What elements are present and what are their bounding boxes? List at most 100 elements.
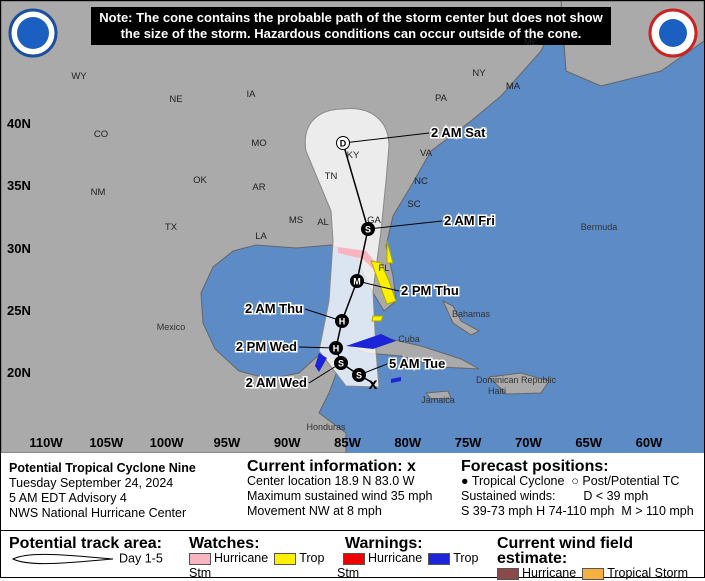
jamaica [425,390,452,400]
tropical-storm-warning [315,334,401,383]
forecast-point [335,314,349,328]
day-label: Day 1-5 [119,551,163,566]
wind-hurricane: Hurricane [522,566,577,580]
region-label: NM [91,187,106,198]
longitude-label: 75W [455,435,482,450]
storm-advisory: 5 AM EDT Advisory 4 [9,491,127,505]
region-label: GA [367,215,381,226]
storm-info: Potential Tropical Cyclone Nine Tuesday … [9,461,239,521]
tropical-storm-watch [370,240,397,322]
longitude-label: 65W [575,435,602,450]
forecast-label: 2 AM Fri [444,213,495,228]
forecast-tropical: Tropical Cyclone [471,474,565,488]
region-label: TX [165,222,178,233]
region-label: AL [317,217,329,228]
region-label: Mexico [157,322,186,332]
watch-trop: Trop Stm [189,551,325,580]
longitude-label: 60W [636,435,663,450]
region-label: SC [407,199,420,210]
note-line: Note: The cone contains the probable pat… [99,10,603,25]
storm-name: Potential Tropical Cyclone Nine [9,461,196,475]
region-label: OK [193,175,207,186]
hurricane-watch [338,247,384,278]
map: Note: The cone contains the probable pat… [1,1,704,453]
region-label: VA [420,148,433,159]
leader-line [356,280,400,292]
region-label: LA [255,231,267,242]
point-letter: D [340,139,347,149]
forecast-point [336,136,350,150]
latitude-label: 20N [7,365,31,380]
forecast-label: 2 AM Wed [246,375,307,390]
longitude-label: 90W [274,435,301,450]
swatch [428,552,451,565]
forecast-heading: Forecast positions: [461,458,609,475]
current-position: x [369,376,378,393]
storm-date: Tuesday September 24, 2024 [9,476,174,490]
region-label: NE [169,94,182,105]
warning-hurricane: Hurricane [368,551,423,565]
forecast-point [352,368,366,382]
forecast-label: 2 AM Sat [431,125,486,140]
region-label: AR [252,182,265,193]
forecast-m: M > 110 mph [621,504,694,518]
region-label: NY [472,68,486,79]
region-label: Cuba [398,334,420,344]
forecast-label: 2 PM Thu [401,283,459,298]
region-label: TN [325,171,338,182]
current-info: Current information: x Center location 1… [247,459,457,519]
swatch [343,552,365,565]
note-line: the size of the storm. Hazardous conditi… [121,26,582,41]
region-label: CO [94,129,108,140]
point-letter: M [353,277,361,287]
cone [304,108,390,388]
region-label: PA [435,93,448,104]
forecast-info: Forecast positions: ● Tropical Cyclone ○… [461,459,701,519]
latitude-label: 30N [7,241,31,256]
region-label: FL [378,263,389,274]
land [1,1,567,453]
track-legend: Potential track area: Day 1-5 [9,536,179,567]
current-line: Center location 18.9 N 83.0 W [247,474,415,488]
note-box [91,7,611,45]
forecast-d: D < 39 mph [583,489,649,503]
region-label: Bermuda [581,222,618,232]
point-letter: S [356,371,362,381]
region-label: Bahamas [452,309,491,319]
hispaniola [487,372,550,395]
region-label: MS [289,215,303,226]
region-label: Jamaica [421,395,455,405]
latitude-label: 25N [7,303,31,318]
longitude-label: 80W [394,435,421,450]
current-line: Movement NW at 8 mph [247,504,382,518]
region-label: WY [71,71,87,82]
wind-heading: Current wind field estimate: [497,535,633,567]
longitude-label: 70W [515,435,542,450]
divider [1,530,704,531]
region-label: Honduras [306,422,346,432]
warning-trop: Trop Stm [337,551,479,580]
leader-line [342,132,430,144]
forecast-point [334,356,348,370]
forecast-point [361,222,375,236]
track-heading: Potential track area: [9,535,162,552]
current-heading: Current information: [247,458,403,475]
longitude-label: 110W [29,435,63,450]
point-letter: H [333,344,340,354]
region-label: ME [524,37,538,48]
leader-line [367,220,443,230]
forecast-point [350,274,364,288]
region-label: MA [506,81,521,92]
region-label: IA [247,89,257,100]
region-label: KY [347,150,360,161]
region-label: Haiti [488,386,506,396]
wind-trop: Tropical Storm [607,566,688,580]
point-letter: S [365,225,371,235]
longitude-label: 95W [214,435,241,450]
forecast-point [329,341,343,355]
forecast-s: S 39-73 mph [461,504,533,518]
warnings-legend: Warnings: Hurricane Trop Stm [337,536,497,581]
swatch [189,552,211,565]
latitude-label: 40N [7,116,31,131]
